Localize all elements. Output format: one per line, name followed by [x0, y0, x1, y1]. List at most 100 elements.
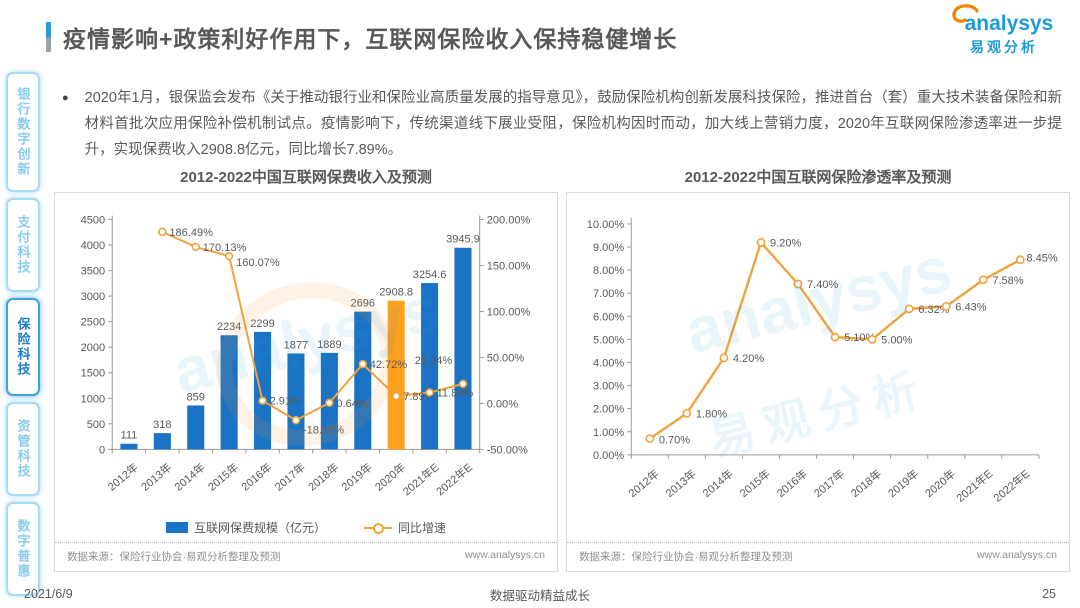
- sidebar: 银行数字创新 支付科技 保险科技 资管科技 数字普惠: [6, 72, 40, 596]
- svg-text:3945.9: 3945.9: [446, 234, 480, 246]
- sidebar-item-asset-mgmt-tech[interactable]: 资管科技: [6, 402, 40, 496]
- svg-text:0.70%: 0.70%: [659, 435, 690, 447]
- svg-text:-18.36%: -18.36%: [303, 424, 344, 436]
- svg-text:2019年: 2019年: [338, 460, 374, 494]
- svg-text:5.10%: 5.10%: [844, 332, 875, 344]
- header: 疫情影响+政策利好作用下，互联网保险收入保持稳健增长: [46, 20, 920, 54]
- sidebar-item-digital-inclusion[interactable]: 数字普惠: [6, 502, 40, 596]
- svg-text:9.00%: 9.00%: [593, 242, 624, 254]
- svg-text:2012年: 2012年: [625, 467, 661, 501]
- svg-text:8.00%: 8.00%: [593, 265, 624, 277]
- footer-slogan: 数据驱动精益成长: [489, 588, 590, 603]
- svg-text:6.32%: 6.32%: [918, 304, 949, 316]
- svg-text:2015年: 2015年: [737, 467, 773, 501]
- svg-text:0.00%: 0.00%: [487, 398, 518, 410]
- summary-text: 2020年1月，银保监会发布《关于推动银行业和保险业高质量发展的指导意见》，鼓励…: [84, 90, 1062, 158]
- svg-text:4.20%: 4.20%: [733, 353, 764, 365]
- penetration-chart-title: 2012-2022中国互联网保险渗透率及预测: [684, 169, 952, 186]
- svg-text:42.72%: 42.72%: [370, 359, 408, 371]
- premium-combo-chart: 0 500 1000 1500 2000 2500 3000 3500 4000 4500 -50.…: [81, 214, 531, 498]
- svg-text:1889: 1889: [317, 339, 342, 351]
- svg-text:7.00%: 7.00%: [593, 288, 624, 300]
- svg-text:318: 318: [153, 419, 171, 431]
- svg-text:10.00%: 10.00%: [587, 219, 625, 231]
- legend-bar-swatch: [165, 522, 188, 533]
- premium-chart-panel: 2012-2022中国互联网保费收入及预测 analysys 0 500 1000 1…: [54, 166, 558, 572]
- svg-text:50.00%: 50.00%: [487, 352, 525, 364]
- svg-text:2021年E: 2021年E: [400, 460, 442, 498]
- premium-chart-title: 2012-2022中国互联网保费收入及预测: [180, 169, 432, 186]
- svg-text:7.40%: 7.40%: [807, 279, 838, 291]
- svg-text:2000: 2000: [81, 342, 106, 354]
- svg-text:859: 859: [187, 391, 205, 403]
- svg-text:500: 500: [87, 419, 105, 431]
- svg-text:2018年: 2018年: [305, 460, 341, 494]
- penetration-chart-panel: 2012-2022中国互联网保险渗透率及预测 analysys 易观分析 0.0…: [566, 166, 1070, 572]
- legend-bar-label: 互联网保费规模（亿元）: [193, 521, 326, 535]
- sidebar-item-payment-tech[interactable]: 支付科技: [6, 198, 40, 292]
- logo-swoosh-icon: [952, 4, 979, 23]
- svg-text:2019年: 2019年: [885, 467, 921, 501]
- svg-text:5.00%: 5.00%: [881, 334, 912, 346]
- svg-text:2234: 2234: [217, 321, 242, 333]
- svg-text:3254.6: 3254.6: [413, 269, 447, 281]
- svg-text:2016年: 2016年: [238, 460, 274, 494]
- svg-text:2012年: 2012年: [105, 460, 141, 494]
- bullet-icon: ●: [62, 92, 69, 104]
- footer-page-number: 25: [1042, 587, 1056, 601]
- svg-text:1.80%: 1.80%: [696, 408, 727, 420]
- svg-text:1877: 1877: [284, 339, 309, 351]
- svg-text:0: 0: [99, 444, 105, 456]
- website-link: www.analysys.cn: [977, 549, 1057, 561]
- svg-text:21.24%: 21.24%: [415, 355, 453, 367]
- svg-text:3.00%: 3.00%: [593, 381, 624, 393]
- svg-text:2500: 2500: [81, 317, 106, 329]
- analysys-logo: analysys 易观分析: [944, 4, 1064, 57]
- svg-text:2013年: 2013年: [663, 467, 699, 501]
- svg-text:0.00%: 0.00%: [593, 450, 624, 462]
- sidebar-item-bank-digital[interactable]: 银行数字创新: [6, 72, 40, 192]
- summary-bullet: ● 2020年1月，银保监会发布《关于推动银行业和保险业高质量发展的指导意见》，…: [62, 86, 1062, 163]
- sidebar-item-insurance-tech[interactable]: 保险科技: [6, 298, 40, 396]
- svg-text:2.00%: 2.00%: [593, 404, 624, 416]
- svg-text:2018年: 2018年: [848, 467, 884, 501]
- svg-text:5.00%: 5.00%: [593, 334, 624, 346]
- svg-text:4500: 4500: [81, 214, 106, 226]
- svg-text:170.13%: 170.13%: [203, 242, 247, 254]
- svg-text:2696: 2696: [350, 298, 375, 310]
- legend-line-label: 同比增速: [398, 521, 447, 535]
- svg-text:3000: 3000: [81, 291, 106, 303]
- title-accent-bar: [46, 22, 51, 52]
- svg-text:2014年: 2014年: [171, 460, 207, 494]
- svg-text:2299: 2299: [250, 318, 275, 330]
- svg-text:2022年E: 2022年E: [433, 460, 475, 498]
- svg-text:11.89%: 11.89%: [437, 387, 474, 399]
- footer-date: 2021/6/9: [24, 587, 73, 601]
- page-footer: 2021/6/9 数据驱动精益成长 25: [0, 580, 1080, 608]
- svg-text:2015年: 2015年: [205, 460, 241, 494]
- logo-brand-cn: 易观分析: [970, 39, 1038, 55]
- svg-text:7.58%: 7.58%: [992, 275, 1023, 287]
- svg-text:150.00%: 150.00%: [487, 260, 531, 272]
- page-title: 疫情影响+政策利好作用下，互联网保险收入保持稳健增长: [63, 26, 678, 52]
- svg-text:2017年: 2017年: [811, 467, 847, 501]
- svg-text:-50.00%: -50.00%: [487, 444, 528, 456]
- svg-text:2021年E: 2021年E: [953, 467, 995, 505]
- svg-text:2013年: 2013年: [138, 460, 174, 494]
- svg-text:3500: 3500: [81, 266, 106, 278]
- svg-text:2.91%: 2.91%: [270, 396, 301, 408]
- svg-text:100.00%: 100.00%: [487, 306, 531, 318]
- website-link: www.analysys.cn: [465, 549, 545, 561]
- svg-text:1000: 1000: [81, 393, 106, 405]
- svg-text:6.43%: 6.43%: [955, 301, 986, 313]
- svg-text:1500: 1500: [81, 368, 106, 380]
- premium-chart-legend: 互联网保费规模（亿元） 同比增速: [55, 519, 557, 542]
- svg-text:160.07%: 160.07%: [236, 257, 280, 269]
- penetration-line-chart: 0.00% 1.00% 2.00% 3.00% 4.00% 5.00% 6.00% 7.00%…: [587, 217, 1058, 505]
- svg-text:2016年: 2016年: [774, 467, 810, 501]
- source-note: 数据来源：保险行业协会·易观分析整理及预测: [67, 551, 281, 563]
- svg-text:2908.8: 2908.8: [379, 287, 413, 299]
- svg-text:186.49%: 186.49%: [169, 227, 213, 239]
- svg-text:4000: 4000: [81, 240, 106, 252]
- charts-row: 2012-2022中国互联网保费收入及预测 analysys 0 500 1000 1…: [54, 166, 1070, 572]
